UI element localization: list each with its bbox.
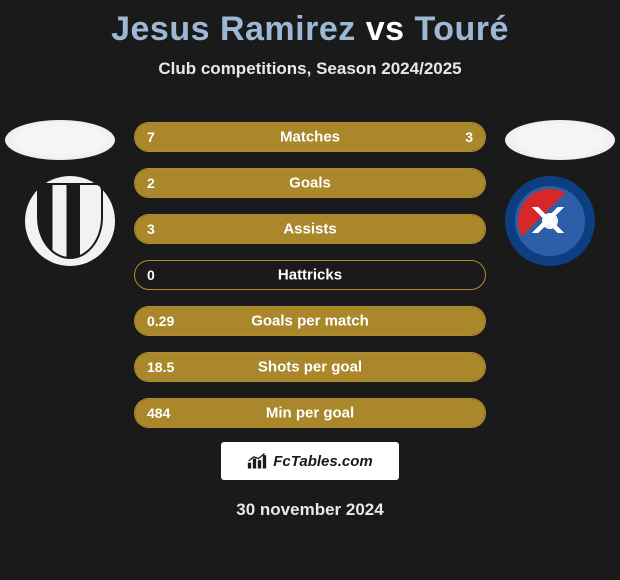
- stat-row: 0.29Goals per match: [134, 306, 486, 336]
- stat-label: Shots per goal: [135, 359, 485, 376]
- player2-head-silhouette: [505, 120, 615, 160]
- club-crest-left-icon: [37, 183, 103, 259]
- player2-name: Touré: [414, 10, 508, 48]
- stat-row: 2Goals: [134, 168, 486, 198]
- stat-row: 0Hattricks: [134, 260, 486, 290]
- stat-label: Goals per match: [135, 313, 485, 330]
- player1-head-silhouette: [5, 120, 115, 160]
- vs-text: vs: [366, 10, 405, 48]
- stat-row: 18.5Shots per goal: [134, 352, 486, 382]
- player1-name: Jesus Ramirez: [111, 10, 356, 48]
- club-badge-left: [25, 176, 115, 266]
- stat-label: Min per goal: [135, 405, 485, 422]
- stat-label: Matches: [135, 129, 485, 146]
- subtitle: Club competitions, Season 2024/2025: [0, 59, 620, 79]
- stat-row: 484Min per goal: [134, 398, 486, 428]
- stat-label: Hattricks: [135, 267, 485, 284]
- brand-text: FcTables.com: [273, 453, 372, 470]
- brand-chart-icon: [247, 452, 267, 470]
- brand-box[interactable]: FcTables.com: [221, 442, 399, 480]
- stat-label: Assists: [135, 221, 485, 238]
- club-crest-right-icon: [515, 186, 585, 256]
- footer-date: 30 november 2024: [0, 500, 620, 520]
- stats-container: 73Matches 2Goals 3Assists 0Hattricks 0.29Goa…: [134, 122, 486, 444]
- comparison-title: Jesus Ramirez vs Touré: [0, 0, 620, 49]
- stat-row: 73Matches: [134, 122, 486, 152]
- stat-label: Goals: [135, 175, 485, 192]
- club-badge-right: [505, 176, 595, 266]
- stat-row: 3Assists: [134, 214, 486, 244]
